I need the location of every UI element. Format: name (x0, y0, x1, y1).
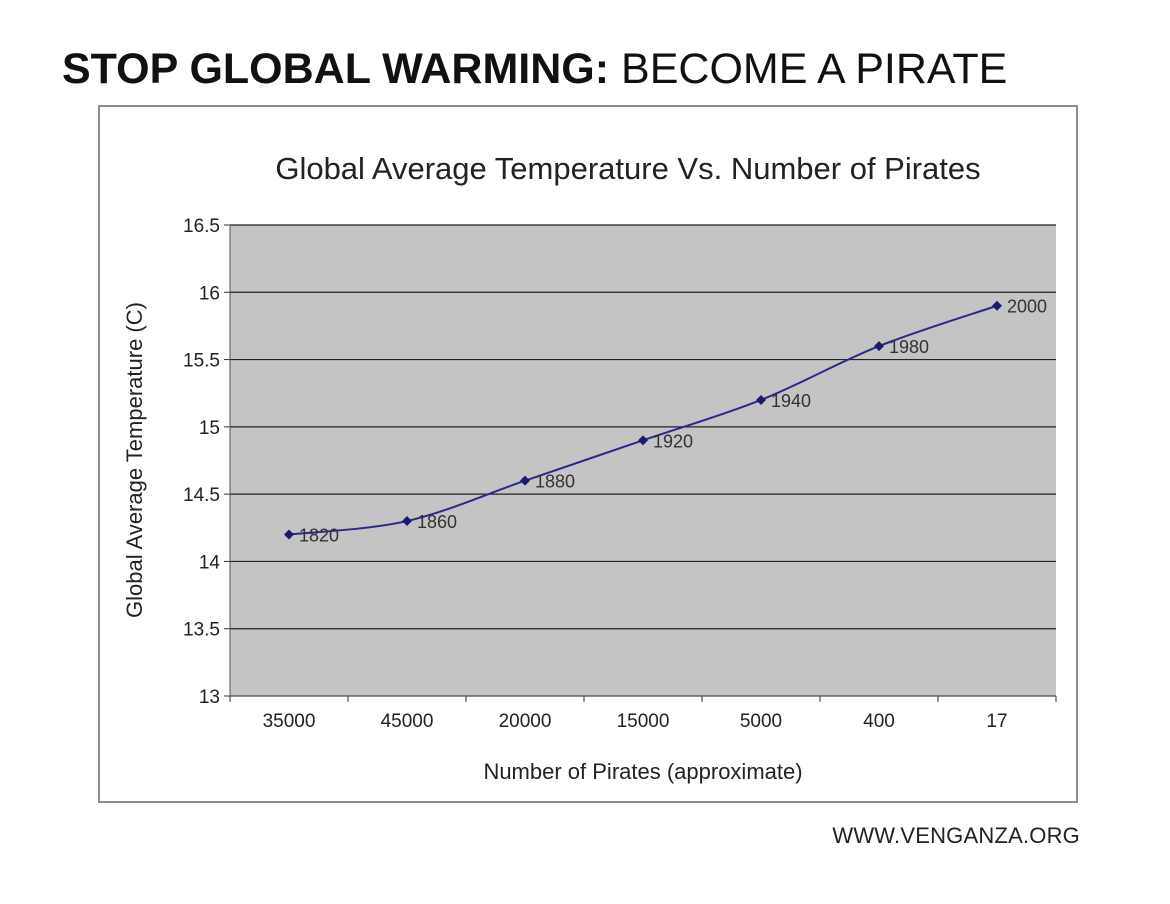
chart: Global Average Temperature Vs. Number of… (122, 151, 1057, 784)
headline-bold: STOP GLOBAL WARMING: (62, 45, 610, 93)
y-tick-label: 15.5 (183, 351, 220, 372)
data-point (638, 435, 648, 446)
x-tick-label: 15000 (617, 711, 670, 732)
y-tick-label: 13.5 (183, 620, 220, 641)
headline: STOP GLOBAL WARMING: BECOME A PIRATE (62, 42, 1122, 96)
data-point (874, 341, 884, 352)
y-tick-labels: 13 13.5 14 14.5 15 15.5 16 16.5 (183, 216, 220, 708)
headline-light: BECOME A PIRATE (609, 45, 1008, 93)
data-point (520, 475, 530, 486)
x-tick-label: 20000 (499, 711, 552, 732)
data-label: 1860 (417, 512, 457, 532)
x-tick-label: 35000 (263, 711, 316, 732)
data-label: 1880 (535, 472, 575, 492)
data-label: 1820 (299, 526, 339, 546)
data-point (756, 394, 766, 405)
data-series: 1820 1860 1880 1920 1940 1980 2000 (284, 297, 1047, 546)
site-credit: WWW.VENGANZA.ORG (832, 823, 1080, 848)
x-tick-label: 5000 (740, 711, 782, 732)
data-label: 2000 (1007, 297, 1047, 317)
gridlines (230, 224, 1056, 697)
plot-area (230, 225, 1056, 696)
y-tick-label: 16.5 (183, 216, 220, 237)
data-point (284, 529, 294, 540)
y-tick-label: 16 (199, 283, 220, 304)
y-tick-label: 14.5 (183, 485, 220, 506)
x-tick-label: 45000 (381, 711, 434, 732)
chart-title: Global Average Temperature Vs. Number of… (275, 151, 980, 186)
x-axis-label: Number of Pirates (approximate) (483, 759, 802, 784)
data-label: 1940 (771, 391, 811, 411)
data-label: 1980 (889, 337, 929, 357)
y-tick-label: 15 (199, 418, 220, 439)
data-label: 1920 (653, 431, 693, 451)
x-tick-labels: 35000 45000 20000 15000 5000 400 17 (263, 711, 1008, 732)
chart-frame: Global Average Temperature Vs. Number of… (98, 105, 1078, 803)
axes (224, 224, 1057, 702)
data-point (402, 516, 412, 527)
y-tick-label: 14 (199, 552, 221, 573)
data-point (992, 300, 1002, 311)
x-tick-label: 400 (863, 711, 895, 732)
y-axis-label: Global Average Temperature (C) (122, 302, 147, 618)
y-tick-label: 13 (199, 687, 220, 708)
x-tick-label: 17 (986, 711, 1007, 732)
